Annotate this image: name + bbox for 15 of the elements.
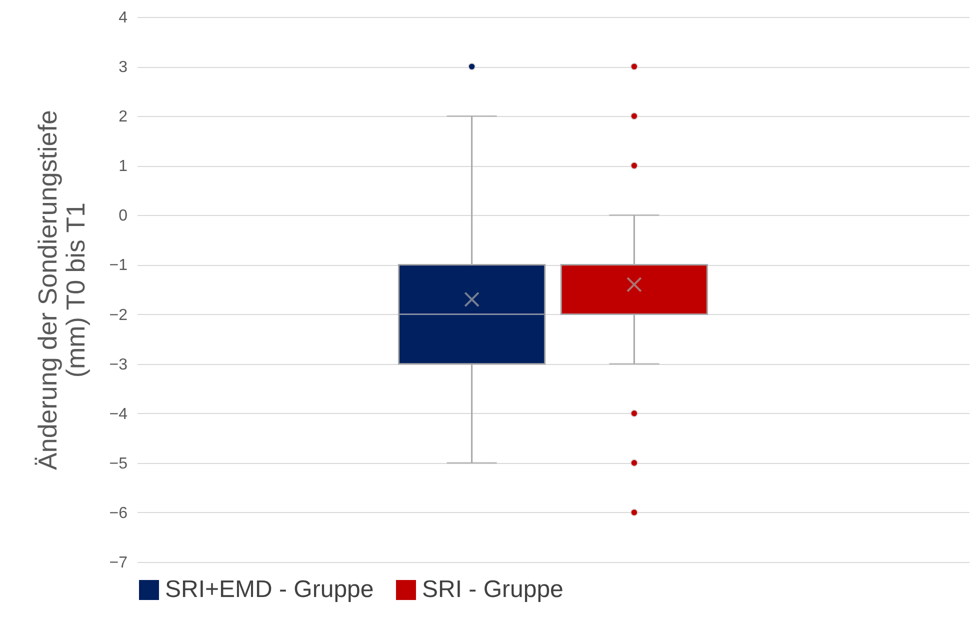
y-tick-label: 0	[118, 208, 128, 225]
y-tick-label: 3	[118, 59, 128, 76]
y-tick-label: −2	[109, 306, 128, 324]
y-tick-label: −4	[109, 406, 128, 423]
legend-label: SRI - Gruppe	[422, 576, 564, 603]
y-tick-label: −1	[109, 257, 128, 274]
y-tick-label: −7	[109, 554, 128, 572]
y-tick-label: 2	[118, 108, 128, 126]
y-tick-label: 4	[118, 10, 128, 26]
y-tick-label: 1	[118, 158, 128, 176]
legend-label: SRI+EMD - Gruppe	[165, 576, 374, 603]
y-axis-title: Änderung der Sondierungstiefe (mm) T0 bis T1	[32, 110, 90, 470]
y-tick-label: −5	[109, 455, 128, 472]
y-tick-label: −6	[109, 504, 128, 522]
y-tick-label: −3	[109, 356, 128, 374]
